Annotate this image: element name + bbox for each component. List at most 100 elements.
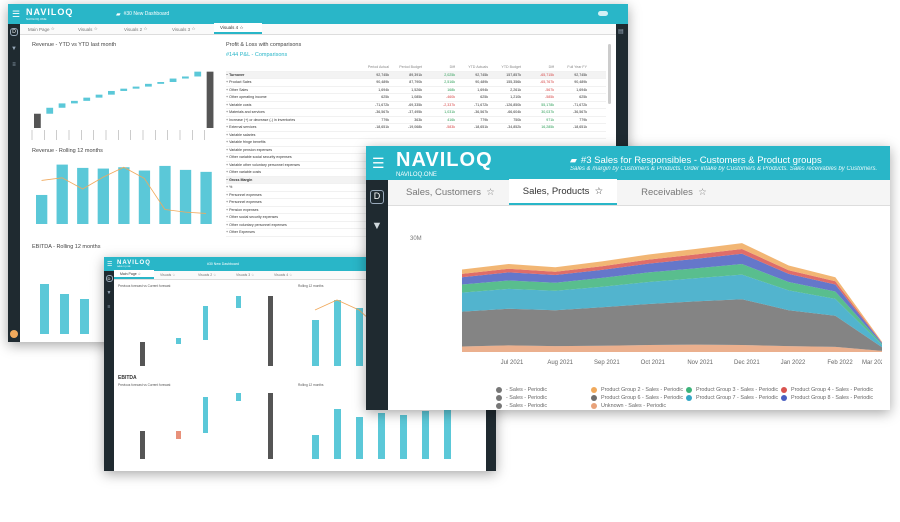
tab-visuals-2[interactable]: Visuals 2 ☆	[124, 26, 148, 32]
star-icon[interactable]: ☆	[50, 26, 55, 31]
dashboard-letter[interactable]: D	[105, 275, 113, 282]
revenue-ytd-chart	[31, 71, 214, 140]
legend-item[interactable]: Product Group 2 - Sales - Periodic	[591, 386, 686, 394]
table-cell: -18,651k	[375, 125, 389, 130]
rolling-bar	[312, 320, 319, 366]
ytd-bar	[83, 97, 91, 101]
filter-icon[interactable]: ▼	[11, 46, 17, 52]
table-cell: 2,025k	[444, 72, 455, 77]
table-cell: 1,031k	[444, 110, 455, 115]
legend-swatch	[591, 395, 597, 401]
panel-title-prev-forecast-2: Previous forecast vs Current forecast	[118, 383, 171, 387]
tab-receivables[interactable]: Receivables ☆	[641, 187, 707, 198]
tab-sales-customers[interactable]: Sales, Customers ☆	[406, 187, 495, 198]
table-row[interactable]: − Turnover 92,745k 89,391k 2,025k 92,745k 157…	[226, 71, 606, 79]
star-icon[interactable]: ☆	[486, 187, 495, 198]
toggle-switch[interactable]	[598, 11, 608, 16]
menu-icon[interactable]: ☰	[12, 8, 21, 19]
scrollbar[interactable]	[608, 44, 611, 104]
star-icon[interactable]: ☆	[172, 273, 176, 277]
star-icon[interactable]: ☆	[289, 273, 293, 277]
menu-icon[interactable]: ☰	[372, 154, 385, 171]
star-icon[interactable]: ☆	[143, 26, 148, 31]
table-row[interactable]: + Increase (+) or decrease (-) in invent…	[226, 117, 606, 124]
table-row[interactable]: + Other Sales 1,694k 1,526k 168k 1,694k 2,261…	[226, 87, 606, 94]
filter-icon[interactable]: ▼	[371, 220, 383, 232]
tab-visuals-4[interactable]: Visuals 4 ☆	[274, 273, 293, 277]
table-cell: 625k	[480, 95, 488, 100]
table-row[interactable]: + Other operating income 625k 1,085k -460k 6…	[226, 94, 606, 102]
legend-item[interactable]: Product Group 3 - Sales - Periodic	[686, 386, 781, 394]
tab-main-page[interactable]: Main Page ☆	[28, 26, 55, 32]
waterfall-bar	[268, 296, 273, 366]
tab-visuals-3[interactable]: Visuals 3 ☆	[172, 26, 196, 32]
x-tick-label: Sep 2021	[594, 360, 620, 366]
legend-item[interactable]: Unknown - Sales - Periodic	[591, 402, 686, 410]
x-tick-label: Feb 2022	[827, 360, 853, 366]
tab-visuals-3[interactable]: Visuals 3 ☆	[236, 273, 255, 277]
rolling-bar	[36, 194, 48, 224]
legend-label: Product Group 4 - Sales - Periodic	[791, 387, 874, 393]
star-icon[interactable]: ☆	[698, 187, 707, 198]
star-icon[interactable]: ☆	[191, 26, 196, 31]
legend-swatch	[496, 395, 502, 401]
row-label: + Other Sales	[226, 87, 249, 92]
rolling-bar	[356, 308, 363, 366]
legend-item[interactable]: - Sales - Periodic	[496, 394, 591, 402]
table-cell: -71,672k	[375, 102, 389, 107]
table-cell: -126,850k	[505, 102, 521, 107]
dashboard-title: #30 New Dashboard	[123, 11, 170, 17]
table-cell: 1,694k	[477, 87, 488, 92]
back-sidebar: D ▼ ≡	[8, 24, 20, 342]
tab-visuals-4[interactable]: Visuals 4 ☆	[214, 23, 262, 34]
table-row[interactable]: + Product Sales 90,489k 87,790k 2,516k 90,48…	[226, 79, 606, 87]
star-icon[interactable]: ☆	[137, 271, 141, 276]
legend-item[interactable]: Product Group 7 - Sales - Periodic	[686, 394, 781, 402]
menu-icon[interactable]: ☰	[107, 261, 113, 268]
legend-label: - Sales - Periodic	[506, 395, 548, 401]
legend-item[interactable]: Product Group 6 - Sales - Periodic	[591, 394, 686, 402]
ebitda-bar	[60, 294, 69, 334]
row-label: + Personnel expenses	[226, 192, 262, 197]
dashboard-letter[interactable]: D	[10, 28, 18, 36]
tab-sales-products[interactable]: Sales, Products ☆	[508, 179, 618, 205]
tab-main-page[interactable]: Main Page ☆	[114, 270, 154, 279]
star-icon[interactable]: ☆	[594, 185, 604, 197]
settings-icon[interactable]: ≡	[107, 304, 111, 310]
panel-title-revenue-ytd: Revenue - YTD vs YTD last month	[32, 42, 117, 48]
table-row[interactable]: + Variable salaries	[226, 132, 606, 139]
table-cell: -585k	[545, 95, 554, 100]
table-cell: -36,567k	[375, 110, 389, 115]
ytd-bar	[132, 86, 140, 89]
star-icon[interactable]: ☆	[239, 24, 244, 30]
row-label: + Variable salaries	[226, 132, 256, 137]
area-series	[462, 243, 882, 343]
chat-icon[interactable]: ▤	[618, 29, 624, 35]
filter-icon[interactable]: ▼	[106, 290, 112, 296]
table-cell: 779k	[381, 117, 389, 122]
legend-item[interactable]: Product Group 8 - Sales - Periodic	[781, 394, 876, 402]
legend-swatch	[781, 387, 787, 393]
tab-visuals[interactable]: Visuals ☆	[160, 273, 176, 277]
legend-item[interactable]: - Sales - Periodic	[496, 402, 591, 410]
table-row[interactable]: + External services -18,651k -19,068k -583k…	[226, 124, 606, 132]
tab-visuals[interactable]: Visuals ☆	[78, 26, 98, 32]
waterfall-bar	[176, 338, 181, 344]
legend-item[interactable]: Product Group 4 - Sales - Periodic	[781, 386, 876, 394]
ytd-bar	[58, 103, 66, 108]
table-row[interactable]: + Materials and services -36,567k -37,495k…	[226, 109, 606, 117]
settings-icon[interactable]: ≡	[12, 62, 16, 68]
table-cell: -71,672k	[573, 102, 587, 107]
star-icon[interactable]: ☆	[251, 273, 255, 277]
tab-visuals-2[interactable]: Visuals 2 ☆	[198, 273, 217, 277]
legend-swatch	[496, 403, 502, 409]
rolling-bar	[378, 413, 385, 459]
legend-item[interactable]: - Sales - Periodic	[496, 386, 591, 394]
row-label: + Other operating income	[226, 95, 267, 100]
rolling-bar	[200, 171, 212, 224]
table-row[interactable]: + Variable costs -71,672k -69,335k -2,337k -…	[226, 102, 606, 109]
star-icon[interactable]: ☆	[93, 26, 98, 31]
star-icon[interactable]: ☆	[213, 273, 217, 277]
avatar[interactable]	[10, 330, 18, 338]
dashboard-letter[interactable]: D	[370, 190, 384, 204]
